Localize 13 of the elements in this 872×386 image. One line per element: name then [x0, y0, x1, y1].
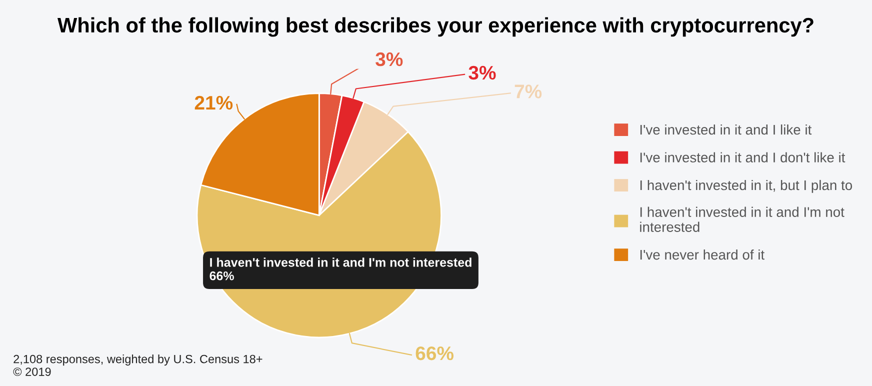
data-label: 21% [194, 96, 233, 110]
legend-label: I haven't invested in it, but I plan to [640, 180, 852, 193]
text: I haven't invested in it and I'm not interested 66% [210, 258, 472, 280]
data-label: 66% [416, 346, 454, 360]
legend-label: I've never heard of it [640, 249, 764, 260]
chart-title: Which of the following best describes your experience with cryptocurrency? [57, 17, 814, 37]
text: 2,108 responses, weighted by U.S. Census 18+ © 2019 [13, 354, 262, 376]
legend-label: I've invested in it and I like it [640, 124, 812, 135]
data-label: 3% [376, 52, 403, 66]
legend-label: I've invested in it and I don't like it [640, 152, 846, 162]
legend-label: I haven't invested in it and I'm not interested [640, 206, 844, 232]
data-label: 7% [514, 84, 542, 98]
data-label: 3% [468, 66, 496, 80]
